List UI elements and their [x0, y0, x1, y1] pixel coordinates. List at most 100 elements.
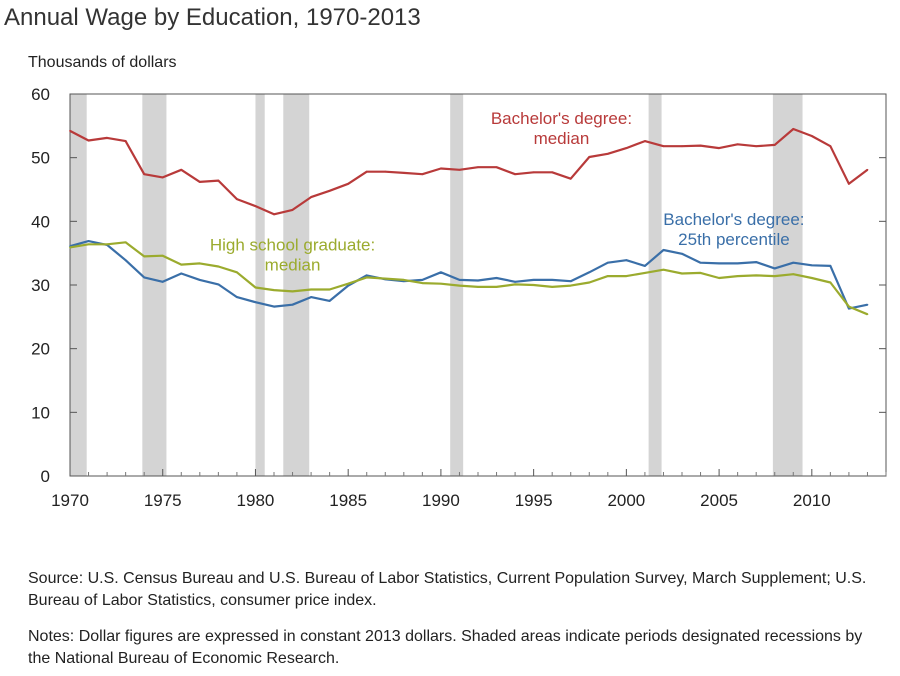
data-point: [551, 286, 554, 288]
data-point: [402, 172, 405, 174]
y-tick-label: 40: [31, 212, 50, 231]
data-point: [551, 279, 554, 281]
data-point: [588, 271, 591, 274]
data-point: [87, 243, 90, 246]
recession-band: [70, 94, 87, 476]
data-point: [644, 272, 646, 274]
data-point: [569, 177, 572, 180]
data-point: [421, 282, 424, 284]
data-point: [681, 252, 683, 255]
data-point: [440, 167, 442, 170]
data-point: [87, 139, 90, 142]
series-label: High school graduate:: [210, 236, 375, 255]
data-point: [347, 284, 350, 287]
y-tick-label: 10: [31, 403, 50, 422]
data-point: [699, 272, 702, 274]
data-point: [662, 249, 665, 251]
data-point: [291, 290, 294, 293]
data-point: [736, 143, 739, 146]
data-point: [681, 272, 683, 275]
data-point: [718, 147, 720, 150]
data-point: [495, 286, 498, 288]
data-point: [773, 144, 776, 146]
recession-band: [142, 94, 167, 476]
x-tick-label: 1980: [237, 491, 275, 510]
series-line: [69, 127, 869, 216]
x-tick-label: 1985: [329, 491, 367, 510]
x-tick-label: 1990: [422, 491, 460, 510]
x-tick-label: 1995: [515, 491, 553, 510]
x-tick-label: 2010: [793, 491, 831, 510]
data-point: [773, 267, 776, 270]
data-point: [718, 262, 720, 265]
series-label: 25th percentile: [678, 230, 790, 249]
data-point: [792, 261, 795, 264]
data-point: [514, 173, 516, 176]
data-point: [217, 265, 220, 268]
data-point: [569, 284, 572, 287]
data-point: [291, 303, 294, 306]
data-point: [736, 262, 739, 265]
data-point: [625, 259, 628, 262]
data-point: [495, 166, 498, 169]
data-point: [588, 156, 591, 158]
data-point: [254, 301, 257, 304]
series-label: Bachelor's degree:: [663, 210, 804, 229]
data-point: [606, 261, 609, 264]
data-point: [273, 213, 275, 216]
data-point: [792, 128, 795, 130]
data-point: [328, 288, 331, 291]
data-point: [458, 279, 461, 281]
data-point: [365, 274, 368, 277]
data-point: [310, 196, 312, 199]
data-point: [866, 303, 869, 306]
data-point: [829, 145, 832, 148]
data-point: [588, 281, 591, 284]
data-point: [143, 255, 146, 258]
data-point: [810, 264, 813, 267]
data-point: [532, 284, 535, 286]
data-point: [440, 282, 442, 285]
data-point: [161, 280, 164, 283]
series-label: median: [265, 256, 321, 275]
data-point: [662, 145, 665, 148]
data-point: [291, 208, 294, 211]
data-point: [236, 198, 238, 200]
data-point: [755, 261, 758, 263]
data-point: [866, 168, 869, 171]
chart-title: Annual Wage by Education, 1970-2013: [4, 4, 421, 31]
data-point: [810, 277, 813, 279]
data-point: [143, 173, 146, 176]
data-point: [124, 259, 127, 262]
data-point: [699, 144, 702, 147]
data-point: [161, 254, 164, 257]
data-point: [829, 281, 832, 284]
data-point: [161, 176, 164, 179]
data-point: [848, 305, 850, 308]
data-point: [106, 137, 108, 139]
x-tick-label: 2005: [700, 491, 738, 510]
y-tick-label: 50: [31, 149, 50, 168]
data-point: [198, 279, 201, 281]
x-tick-label: 2000: [607, 491, 645, 510]
data-point: [180, 263, 183, 266]
series-label: Bachelor's degree:: [491, 109, 632, 128]
data-point: [848, 307, 850, 310]
data-point: [551, 171, 554, 174]
data-point: [514, 280, 516, 283]
data-point: [198, 262, 201, 265]
y-tick-label: 60: [31, 85, 50, 104]
data-point: [124, 140, 127, 143]
data-point: [792, 273, 795, 276]
data-point: [69, 130, 71, 132]
data-point: [310, 288, 312, 291]
data-point: [625, 275, 628, 277]
data-point: [180, 168, 183, 171]
series-label: median: [534, 129, 590, 148]
data-point: [347, 282, 350, 285]
data-point: [718, 277, 720, 279]
data-point: [681, 145, 683, 148]
data-point: [384, 170, 387, 173]
data-point: [532, 279, 535, 281]
data-point: [236, 296, 238, 298]
